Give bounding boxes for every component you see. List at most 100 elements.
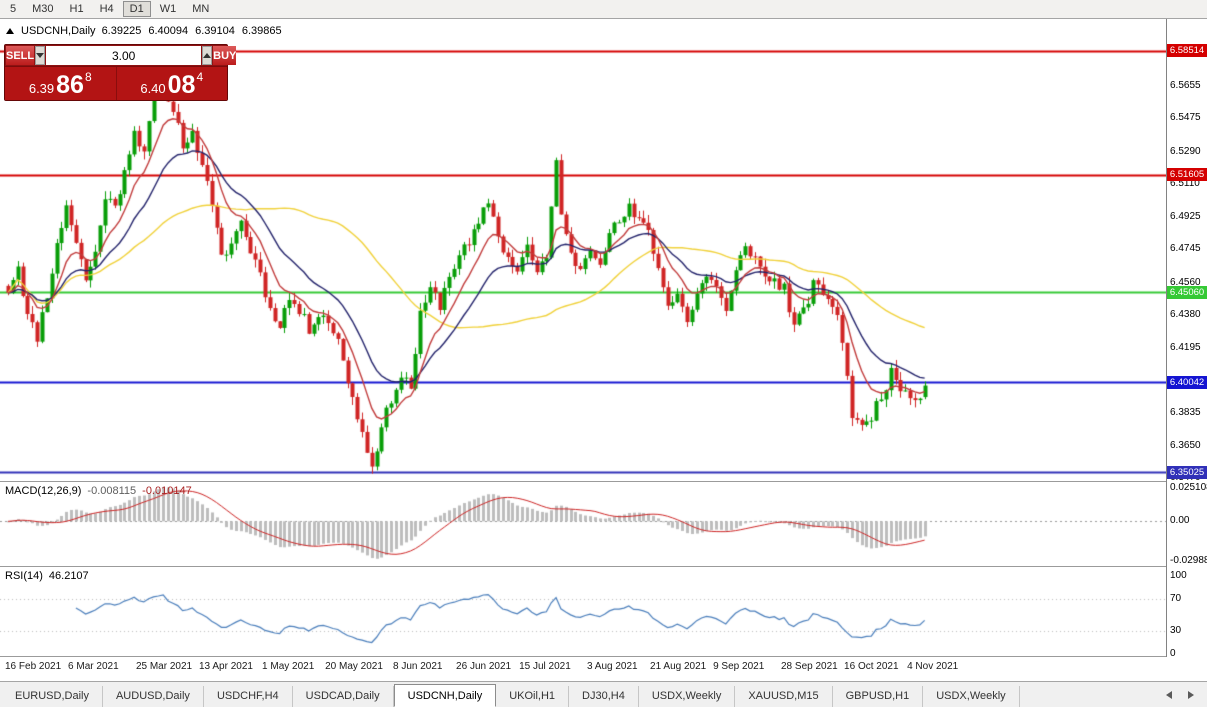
macd-signal-value: -0.010147: [142, 485, 192, 497]
pane-separator-timescale: [0, 656, 1207, 657]
chart-tab-bar: EURUSD,Daily AUDUSD,Daily USDCHF,H4 USDC…: [0, 681, 1207, 707]
buy-price-pips: 08: [167, 70, 196, 99]
date-label: 9 Sep 2021: [713, 661, 765, 672]
lot-decrease-button[interactable]: [35, 46, 46, 65]
timeframe-button-m30[interactable]: M30: [32, 3, 54, 15]
ohlc-low-value: 6.39104: [195, 25, 235, 37]
ohlc-open-value: 6.39225: [101, 25, 142, 37]
timeframe-button-h1[interactable]: H1: [69, 3, 84, 15]
arrow-down-icon: [36, 53, 45, 58]
chart-symbol-label: USDCNH,Daily: [21, 25, 96, 37]
macd-indicator-canvas[interactable]: [0, 482, 1166, 566]
timeframe-button-w1[interactable]: W1: [159, 3, 177, 15]
buy-button[interactable]: BUY: [213, 46, 237, 65]
lot-size-input[interactable]: [46, 46, 202, 65]
sell-price-major: 6.39: [28, 80, 55, 96]
date-label: 8 Jun 2021: [393, 661, 443, 672]
price-tick: 6.5110: [1170, 177, 1200, 189]
macd-main-value: -0.008115: [87, 485, 137, 497]
price-tick: 6.4745: [1170, 243, 1201, 255]
one-click-trading-panel: SELL BUY 6.39 86 8 6.40 08 4: [4, 44, 237, 101]
tab-audusd-daily[interactable]: AUDUSD,Daily: [103, 686, 204, 707]
tab-usdx-weekly-1[interactable]: USDX,Weekly: [639, 686, 736, 707]
macd-scale-tick: -0.029880: [1170, 555, 1207, 567]
hline-price-label-current-blue: 6.40042: [1167, 375, 1207, 389]
hline-price-label-support-green: 6.45060: [1167, 285, 1207, 299]
ohlc-close-value: 6.39865: [241, 25, 282, 37]
rsi-scale-tick: 0: [1170, 648, 1176, 659]
tab-xauusd-m15[interactable]: XAUUSD,M15: [735, 686, 833, 707]
date-label: 28 Sep 2021: [781, 661, 838, 672]
tab-usdchf-h4[interactable]: USDCHF,H4: [204, 686, 293, 707]
date-label: 13 Apr 2021: [199, 661, 253, 672]
ohlc-expand-icon[interactable]: [6, 28, 14, 34]
macd-label: MACD(12,26,9): [5, 485, 82, 497]
chart-info-line: USDCNH,Daily 6.39225 6.40094 6.39104 6.3…: [6, 25, 282, 37]
rsi-header: RSI(14) 46.2107: [5, 570, 89, 582]
sell-price-pips: 86: [56, 70, 84, 99]
date-label: 6 Mar 2021: [68, 661, 119, 672]
price-tick: 6.4925: [1170, 211, 1201, 223]
buy-price[interactable]: 6.40 08 4: [117, 67, 228, 100]
sell-button[interactable]: SELL: [6, 46, 35, 65]
sell-price-fraction: 8: [84, 70, 92, 84]
arrow-up-icon: [203, 53, 212, 58]
tab-usdcad-daily[interactable]: USDCAD,Daily: [293, 686, 394, 707]
tabs-scroll-right-button[interactable]: [1183, 687, 1199, 703]
tab-scroll-controls: [1161, 682, 1205, 707]
price-tick: 6.5655: [1170, 79, 1201, 91]
rsi-label: RSI(14): [5, 570, 43, 582]
price-tick: 6.4560: [1170, 276, 1201, 288]
price-tick: 6.5475: [1170, 112, 1201, 124]
date-label: 3 Aug 2021: [587, 661, 638, 672]
timeframe-toolbar: 5 M30 H1 H4 D1 W1 MN: [0, 0, 1207, 19]
timeframe-button-5[interactable]: 5: [10, 3, 17, 15]
date-label: 1 May 2021: [262, 661, 315, 672]
timeframe-button-h4[interactable]: H4: [99, 3, 114, 15]
date-label: 15 Jul 2021: [519, 661, 571, 672]
time-scale[interactable]: [0, 657, 1207, 681]
tab-gbpusd-h1[interactable]: GBPUSD,H1: [833, 686, 924, 707]
pane-separator-rsi[interactable]: [0, 566, 1207, 567]
buy-price-fraction: 4: [196, 70, 204, 84]
price-tick: 6.3835: [1170, 406, 1201, 418]
date-label: 20 May 2021: [325, 661, 383, 672]
rsi-value: 46.2107: [48, 570, 89, 582]
date-label: 16 Oct 2021: [844, 661, 899, 672]
pane-separator-macd[interactable]: [0, 481, 1207, 482]
rsi-scale-tick: 100: [1170, 570, 1187, 581]
arrow-right-icon: [1188, 690, 1194, 699]
arrow-left-icon: [1166, 690, 1172, 699]
tab-dj30-h4[interactable]: DJ30,H4: [569, 686, 639, 707]
lot-increase-button[interactable]: [202, 46, 213, 65]
tabs-scroll-left-button[interactable]: [1161, 687, 1177, 703]
price-tick: 6.5290: [1170, 145, 1201, 157]
date-label: 26 Jun 2021: [456, 661, 512, 672]
rsi-indicator-canvas[interactable]: [0, 567, 1166, 656]
buy-price-major: 6.40: [140, 80, 166, 96]
hline-price-label-support-navy: 6.35025: [1167, 465, 1207, 479]
sell-price[interactable]: 6.39 86 8: [5, 67, 116, 100]
macd-scale-tick: 0.025108: [1170, 481, 1207, 493]
hline-price-label-resistance-2: 6.51605: [1167, 168, 1207, 182]
price-tick: 6.4195: [1170, 342, 1201, 354]
ohlc-high-value: 6.40094: [148, 25, 189, 37]
tab-ukoil-h1[interactable]: UKOil,H1: [496, 686, 570, 707]
timeframe-button-mn[interactable]: MN: [192, 3, 210, 15]
price-scale[interactable]: [1166, 19, 1207, 657]
hline-price-label-resistance-1: 6.58514: [1167, 44, 1207, 58]
macd-scale-tick: 0.00: [1170, 515, 1190, 527]
rsi-scale-tick: 30: [1170, 624, 1182, 636]
date-label: 21 Aug 2021: [650, 661, 707, 672]
date-label: 4 Nov 2021: [907, 661, 959, 672]
timeframe-button-d1[interactable]: D1: [122, 1, 151, 17]
price-tick: 6.3650: [1170, 439, 1201, 451]
price-tick: 6.4380: [1170, 308, 1201, 320]
date-label: 16 Feb 2021: [5, 661, 62, 672]
tab-eurusd-daily[interactable]: EURUSD,Daily: [2, 686, 103, 707]
date-label: 25 Mar 2021: [135, 661, 193, 672]
price-divider: [115, 67, 117, 100]
tab-usdx-weekly-2[interactable]: USDX,Weekly: [923, 686, 1020, 707]
tab-usdcnh-daily[interactable]: USDCNH,Daily: [393, 684, 497, 707]
